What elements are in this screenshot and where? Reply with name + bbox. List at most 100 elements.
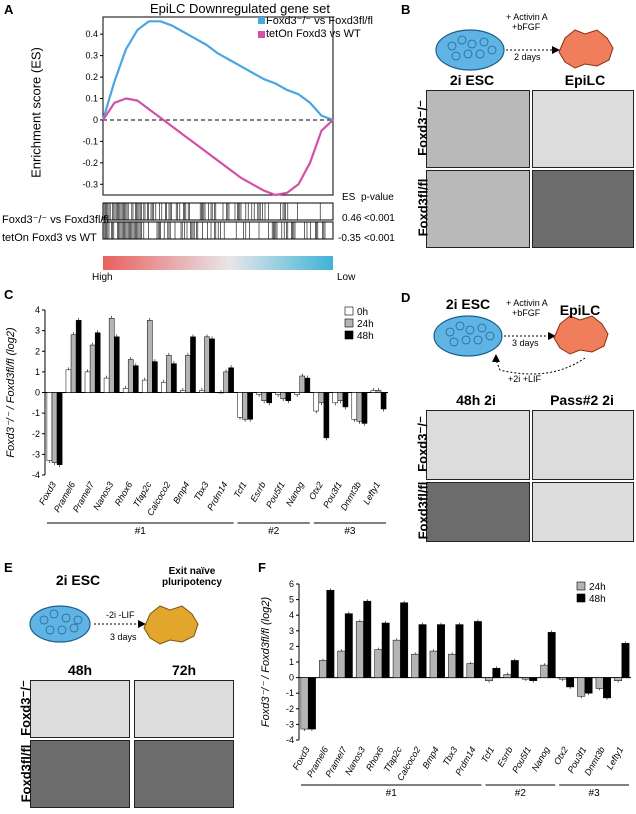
y-tick-label: -1 (286, 688, 294, 698)
bar-Pramel6-48h (75, 320, 82, 393)
bar-Tbx3-48h (209, 338, 215, 393)
y-tick-label: -0.2 (82, 158, 98, 168)
y-tick-label: 0 (93, 115, 98, 125)
bar-Otx2-24h (318, 392, 325, 404)
bar-Bmp4-0h (180, 390, 186, 393)
pvalue-header: p-value (361, 192, 394, 203)
y-tick-label: 1 (289, 657, 294, 667)
bar-Prdm14-0h (218, 392, 224, 394)
y-axis-label: Foxd3⁻/⁻ / Foxd3fl/fl (log2) (5, 327, 17, 458)
arrow-icon (548, 332, 556, 340)
y-tick-label: 2 (289, 641, 294, 651)
bar-Nanos3-0h (103, 377, 110, 393)
category-label: Pou5f1 (264, 480, 287, 510)
esc-colony-icon (433, 315, 503, 357)
panel-d-scheme (433, 315, 609, 375)
bar-Pramel6-48h (326, 589, 335, 678)
legend-swatch (344, 306, 354, 316)
bar-Nanog-24h (540, 664, 549, 678)
micrograph-e-fl-48h (30, 740, 130, 808)
bar-Pou3f1-24h (337, 392, 344, 401)
category-label: Tcf1 (232, 480, 249, 499)
bar-Pou3f1-0h (332, 392, 339, 404)
legend-label: 48h (357, 331, 374, 342)
y-tick-label: 2 (35, 346, 40, 356)
y-tick-label: 0.3 (85, 51, 98, 61)
bar-Otx2-24h (558, 677, 567, 680)
micrograph-b-fl-epilc (532, 170, 634, 248)
panel-e-col-label-2: 72h (171, 662, 197, 678)
bar-Pou5f1-48h (285, 392, 292, 401)
bar-Foxd3-24h (51, 392, 58, 463)
legend-swatch (576, 593, 586, 603)
bar-Pou3f1-48h (342, 392, 349, 408)
bar-Tbx3-24h (448, 653, 457, 678)
y-tick-label: 0 (35, 388, 40, 398)
bar-Tfap2c-24h (147, 320, 153, 393)
bar-Lefty1-24h (614, 677, 623, 681)
panel-b-arrow-text-1: + Activin A (506, 12, 548, 22)
panel-d-back-text: +2i +LIF (508, 374, 542, 384)
y-axis-label: Foxd3⁻/⁻ / Foxd3fl/fl (log2) (260, 597, 272, 728)
y-tick-label: -4 (286, 735, 294, 745)
bar-Tcf1-0h (237, 392, 243, 418)
panel-b-arrow-text-2: +bFGF (512, 22, 541, 32)
panel-a-gsea-chart: 0.4 0.3 0.2 0.1 0 -0.1 -0.2 -0.3 (82, 16, 334, 270)
category-label: Tcf1 (479, 745, 496, 764)
category-label: Lefty1 (361, 480, 382, 506)
panel-e-arrow-text-1: -2i -LIF (106, 610, 135, 620)
panel-label-d: D (401, 290, 411, 305)
micrograph-e-fl-72h (134, 740, 234, 808)
comparison-row-1-es: 0.46 (342, 213, 362, 224)
epilc-colony-icon (553, 315, 609, 355)
panel-label-a: A (4, 2, 14, 17)
epilc-colony-icon (558, 29, 614, 69)
panel-label-e: E (4, 560, 13, 575)
bar-Tcf1-24h (485, 677, 493, 681)
bar-Nanog-48h (547, 632, 556, 678)
bar-Calcoco2-24h (411, 653, 420, 678)
y-tick-label: 5 (289, 595, 294, 605)
bar-Rhox6-48h (381, 622, 390, 678)
legend-swatch (344, 330, 354, 340)
bar-Pou5f1-0h (275, 392, 281, 395)
bar-Otx2-48h (323, 392, 330, 439)
y-tick-label: 3 (35, 326, 40, 336)
legend-label: 24h (589, 582, 606, 593)
return-arrow (495, 357, 586, 375)
y-tick-label: -3 (286, 719, 294, 729)
y-tick-label: 0.1 (85, 93, 98, 103)
micrograph-b-fl-2i (426, 170, 530, 248)
rank-high-label: High (92, 272, 113, 283)
rank-gradient-bar (103, 256, 333, 270)
panel-d-left-label: 2i ESC (445, 296, 491, 312)
panel-e-row-label-2: Foxd3fl/fl (18, 744, 34, 803)
panel-a-legend-1-text: Foxd3⁻/⁻ vs Foxd3fl/fl (266, 15, 373, 27)
panel-d-arrow-text-2: +bFGF (512, 308, 541, 318)
bar-Rhox6-24h (127, 359, 134, 393)
bar-Esrrb-24h (503, 674, 512, 678)
bar-Pramel6-0h (65, 369, 72, 393)
y-tick-label: -0.1 (82, 136, 98, 146)
bar-Esrrb-0h (256, 392, 262, 395)
bar-Prdm14-24h (466, 663, 475, 678)
group-label: #3 (344, 526, 356, 537)
series-line-2 (102, 97, 334, 197)
panel-e-col-label-1: 48h (67, 662, 93, 678)
bar-Pou5f1-48h (529, 677, 538, 681)
bar-Nanos3-48h (113, 336, 120, 393)
bar-Pramel7-24h (337, 650, 346, 678)
panel-e-arrow-text-2: 3 days (110, 632, 137, 642)
bar-Bmp4-48h (437, 624, 445, 678)
bar-Prdm14-48h (228, 367, 234, 393)
bar-Nanos3-24h (108, 318, 115, 393)
bar-Nanos3-48h (363, 600, 372, 678)
bar-Nanog-0h (294, 392, 300, 395)
y-tick-label: 1 (35, 367, 40, 377)
micrograph-e-ko-48h (30, 680, 130, 738)
bar-Dnmt3b-48h (603, 677, 611, 699)
panel-b-col-label-2: EpiLC (564, 72, 606, 88)
y-tick-label: -2 (32, 429, 40, 439)
bar-Pramel7-48h (344, 613, 353, 678)
bar-Foxd3-24h (300, 677, 309, 730)
